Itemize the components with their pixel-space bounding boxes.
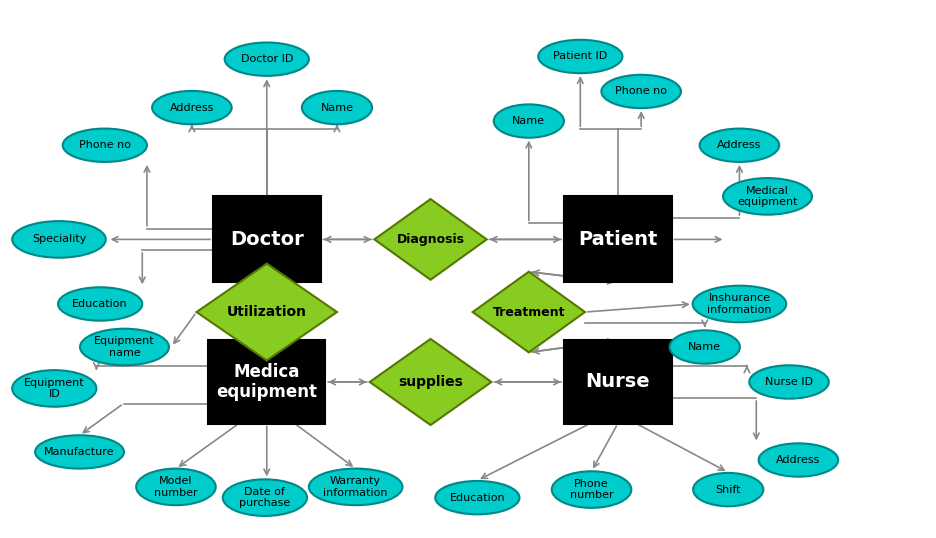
Text: Date of
purchase: Date of purchase <box>240 487 290 508</box>
Text: Model
number: Model number <box>154 476 197 498</box>
Ellipse shape <box>137 469 215 505</box>
Ellipse shape <box>602 75 681 108</box>
Text: Education: Education <box>449 493 505 502</box>
Text: Medica
equipment: Medica equipment <box>216 363 317 401</box>
Text: Phone
number: Phone number <box>570 479 613 500</box>
Text: Name: Name <box>688 342 722 352</box>
Text: Shift: Shift <box>715 485 741 494</box>
Text: Patient ID: Patient ID <box>553 52 607 61</box>
Ellipse shape <box>301 91 373 124</box>
Text: Nurse ID: Nurse ID <box>765 377 813 387</box>
FancyBboxPatch shape <box>564 341 672 424</box>
FancyBboxPatch shape <box>564 196 672 282</box>
Ellipse shape <box>759 443 839 477</box>
Text: Warranty
information: Warranty information <box>324 476 388 498</box>
Ellipse shape <box>223 479 307 516</box>
Text: Diagnosis: Diagnosis <box>397 233 464 246</box>
Ellipse shape <box>63 129 147 162</box>
Ellipse shape <box>700 129 780 162</box>
Ellipse shape <box>80 329 169 365</box>
Ellipse shape <box>435 481 519 514</box>
Text: Speciality: Speciality <box>32 235 86 244</box>
Text: Treatment: Treatment <box>492 306 565 318</box>
Text: Inshurance
information: Inshurance information <box>708 293 771 315</box>
Ellipse shape <box>58 287 142 321</box>
FancyBboxPatch shape <box>212 196 320 282</box>
Text: Manufacture: Manufacture <box>44 447 115 457</box>
Text: Nurse: Nurse <box>585 372 651 392</box>
Text: Address: Address <box>776 455 821 465</box>
Text: Education: Education <box>72 299 128 309</box>
Ellipse shape <box>670 330 740 364</box>
Text: Medical
equipment: Medical equipment <box>738 186 797 207</box>
Ellipse shape <box>12 370 96 407</box>
Text: Equipment
name: Equipment name <box>95 336 154 358</box>
Ellipse shape <box>225 43 309 76</box>
Polygon shape <box>374 199 487 280</box>
Ellipse shape <box>36 435 124 469</box>
Polygon shape <box>197 264 337 360</box>
Polygon shape <box>370 339 491 425</box>
Text: Patient: Patient <box>578 230 657 249</box>
Ellipse shape <box>12 221 106 258</box>
Text: Phone no: Phone no <box>615 87 667 96</box>
Text: Equipment
ID: Equipment ID <box>24 378 84 399</box>
Ellipse shape <box>309 469 402 505</box>
Text: Name: Name <box>320 103 354 112</box>
Ellipse shape <box>750 365 829 399</box>
Polygon shape <box>473 272 585 352</box>
Text: Name: Name <box>512 116 546 126</box>
Ellipse shape <box>152 91 232 124</box>
Ellipse shape <box>693 473 764 506</box>
Ellipse shape <box>552 471 632 508</box>
Ellipse shape <box>494 104 563 138</box>
Ellipse shape <box>693 286 786 322</box>
Text: Phone no: Phone no <box>79 140 131 150</box>
Ellipse shape <box>723 178 812 215</box>
Text: Address: Address <box>169 103 214 112</box>
FancyBboxPatch shape <box>208 341 326 424</box>
Text: supplies: supplies <box>398 375 463 389</box>
Text: Utilization: Utilization <box>227 305 307 319</box>
Text: Doctor: Doctor <box>230 230 303 249</box>
Ellipse shape <box>538 40 622 73</box>
Text: Doctor ID: Doctor ID <box>241 54 293 64</box>
Text: Address: Address <box>717 140 762 150</box>
